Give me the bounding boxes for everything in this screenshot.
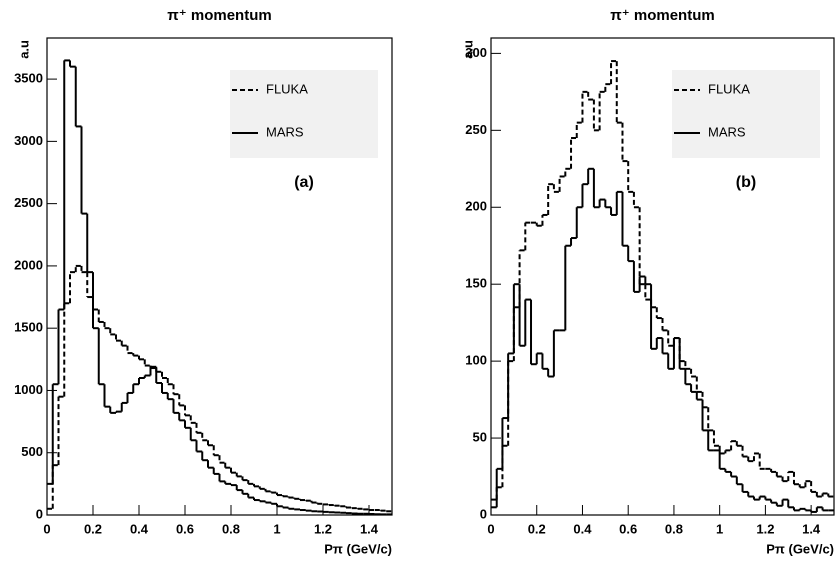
- y-tick-label: 100: [465, 353, 487, 368]
- y-tick-label: 300: [465, 45, 487, 60]
- x-tick-label: 0.4: [130, 521, 149, 536]
- x-axis-label: Pπ (GeV/c): [766, 541, 834, 556]
- x-tick-label: 1.2: [756, 521, 774, 536]
- x-tick-label: 1: [716, 521, 723, 536]
- y-tick-label: 50: [473, 430, 487, 445]
- legend-label: MARS: [708, 124, 746, 139]
- x-tick-label: 0.6: [176, 521, 194, 536]
- chart-title: π⁺ momentum: [167, 7, 271, 24]
- x-tick-label: 0.8: [222, 521, 240, 536]
- y-tick-label: 1500: [14, 320, 43, 335]
- x-tick-label: 0.6: [619, 521, 637, 536]
- legend-label: FLUKA: [708, 81, 750, 96]
- y-tick-label: 150: [465, 276, 487, 291]
- y-axis-label: a.u: [16, 40, 31, 59]
- x-tick-label: 1.4: [802, 521, 821, 536]
- y-tick-label: 1000: [14, 382, 43, 397]
- panel-annotation: (a): [294, 174, 314, 191]
- y-tick-label: 0: [36, 506, 43, 521]
- x-tick-label: 0.8: [665, 521, 683, 536]
- x-tick-label: 1.4: [360, 521, 379, 536]
- y-axis-label: a.u: [460, 40, 475, 59]
- y-tick-label: 500: [21, 444, 43, 459]
- panel-annotation: (b): [736, 174, 756, 191]
- legend-box: [230, 70, 378, 158]
- x-tick-label: 0.2: [84, 521, 102, 536]
- y-tick-label: 2000: [14, 257, 43, 272]
- y-tick-label: 200: [465, 199, 487, 214]
- x-axis-label: Pπ (GeV/c): [324, 541, 392, 556]
- chart-title: π⁺ momentum: [610, 7, 714, 24]
- y-tick-label: 0: [480, 506, 487, 521]
- legend-label: MARS: [266, 124, 304, 139]
- x-tick-label: 1: [273, 521, 280, 536]
- plot-frame: [490, 37, 835, 516]
- plot-frame: [46, 37, 393, 516]
- y-tick-label: 2500: [14, 195, 43, 210]
- y-tick-label: 250: [465, 122, 487, 137]
- x-tick-label: 0: [487, 521, 494, 536]
- legend-label: FLUKA: [266, 81, 308, 96]
- x-tick-label: 0: [43, 521, 50, 536]
- x-tick-label: 0.2: [528, 521, 546, 536]
- legend-box: [672, 70, 820, 158]
- x-tick-label: 0.4: [573, 521, 592, 536]
- x-tick-label: 1.2: [314, 521, 332, 536]
- y-tick-label: 3000: [14, 133, 43, 148]
- y-tick-label: 3500: [14, 71, 43, 86]
